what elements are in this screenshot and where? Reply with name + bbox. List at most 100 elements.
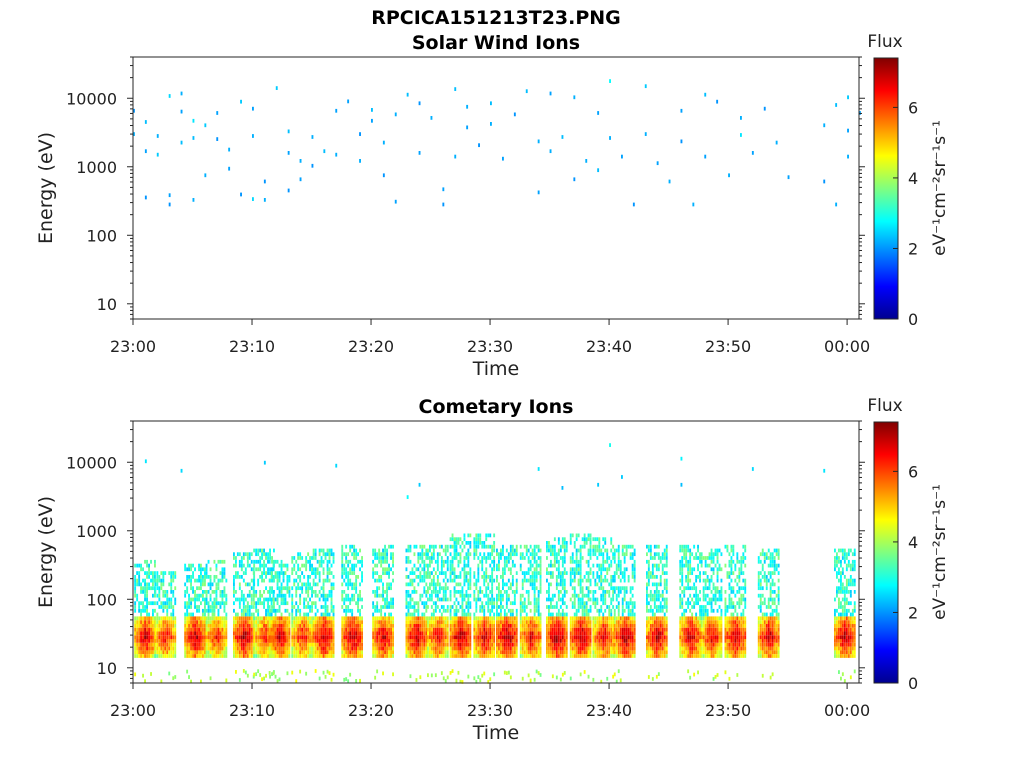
flux-cell	[273, 605, 275, 609]
flux-cell	[581, 544, 584, 549]
flux-cell	[496, 623, 498, 628]
flux-cell	[267, 567, 269, 572]
flux-cell	[602, 544, 605, 549]
flux-cell	[221, 620, 224, 624]
flux-cell	[146, 608, 148, 613]
flux-cell	[463, 627, 466, 632]
flux-cell	[477, 556, 480, 560]
flux-cell	[240, 650, 243, 655]
flux-cell	[288, 631, 291, 636]
flux-cell	[553, 635, 556, 640]
flux-cell	[535, 559, 538, 564]
flux-cell	[380, 563, 383, 568]
flux-cell	[164, 593, 167, 598]
flux-cell	[384, 556, 386, 560]
flux-cell	[592, 544, 595, 549]
x-tick-label: 23:50	[705, 337, 751, 356]
flux-cell	[309, 627, 311, 632]
flux-cell	[612, 544, 615, 549]
flux-cell	[166, 620, 169, 624]
flux-cell	[485, 578, 488, 583]
flux-cell	[533, 627, 536, 632]
flux-cell	[444, 593, 447, 598]
flux-cell	[436, 559, 439, 564]
flux-cell	[349, 620, 352, 624]
flux-cell	[233, 601, 235, 606]
flux-cell	[537, 571, 540, 575]
flux-cell	[221, 590, 224, 594]
flux-cell	[523, 556, 526, 560]
flux-cell	[438, 646, 441, 651]
flux-cell	[299, 669, 302, 674]
flux-cell	[301, 586, 304, 591]
flux-cell	[242, 563, 245, 568]
flux-cell	[594, 620, 597, 624]
flux-cell	[467, 601, 470, 606]
flux-cell	[235, 559, 237, 564]
flux-cell	[546, 597, 548, 602]
flux-cell	[581, 605, 584, 609]
flux-cell	[417, 623, 420, 628]
flux-cell	[411, 571, 414, 575]
flux-cell	[217, 646, 220, 651]
flux-cell	[575, 635, 578, 640]
flux-cell	[505, 563, 508, 568]
flux-cell	[326, 654, 329, 658]
flux-cell	[246, 623, 249, 628]
flux-cell	[469, 627, 472, 632]
flux-cell	[282, 646, 285, 651]
flux-cell	[134, 654, 137, 658]
flux-cell	[255, 646, 258, 651]
flux-cell	[573, 544, 576, 549]
flux-cell	[587, 635, 590, 640]
flux-cell	[592, 677, 595, 682]
flux-cell	[589, 635, 592, 640]
flux-cell	[378, 586, 381, 591]
flux-cell	[481, 605, 484, 609]
flux-cell	[485, 620, 488, 624]
flux-cell	[565, 631, 568, 636]
flux-cell	[579, 552, 582, 557]
flux-cell	[427, 631, 429, 636]
flux-cell	[413, 654, 416, 658]
flux-cell	[246, 639, 249, 643]
flux-cell	[202, 631, 204, 636]
flux-cell	[502, 635, 504, 640]
flux-cell	[146, 650, 148, 655]
flux-cell	[291, 623, 294, 628]
flux-cell	[505, 671, 508, 675]
flux-cell	[587, 608, 590, 613]
flux-cell	[479, 635, 482, 640]
flux-cell	[550, 605, 552, 609]
flux-cell	[473, 616, 476, 621]
flux-cell	[602, 631, 605, 636]
flux-cell	[487, 552, 490, 557]
flux-cell	[491, 639, 494, 643]
flux-cell	[261, 646, 263, 651]
flux-cell	[311, 571, 313, 575]
flux-cell	[446, 605, 449, 609]
flux-cell	[172, 620, 175, 624]
flux-cell	[463, 578, 466, 583]
flux-cell	[263, 597, 265, 602]
flux-cell	[351, 635, 354, 640]
flux-cell	[523, 616, 526, 621]
flux-cell	[164, 639, 167, 643]
flux-cell	[246, 642, 249, 647]
flux-cell	[140, 631, 142, 636]
flux-cell	[380, 635, 383, 640]
flux-cell	[589, 646, 592, 651]
flux-cell	[209, 635, 212, 640]
flux-cell	[192, 635, 194, 640]
flux-cell	[382, 590, 384, 594]
flux-cell	[473, 582, 476, 587]
flux-cell	[225, 616, 228, 621]
flux-cell	[299, 631, 302, 636]
flux-cell	[453, 635, 456, 640]
flux-cell	[202, 590, 204, 594]
flux-cell	[297, 620, 300, 624]
flux-cell	[236, 627, 239, 632]
flux-cell	[374, 654, 377, 658]
flux-cell	[276, 559, 279, 564]
